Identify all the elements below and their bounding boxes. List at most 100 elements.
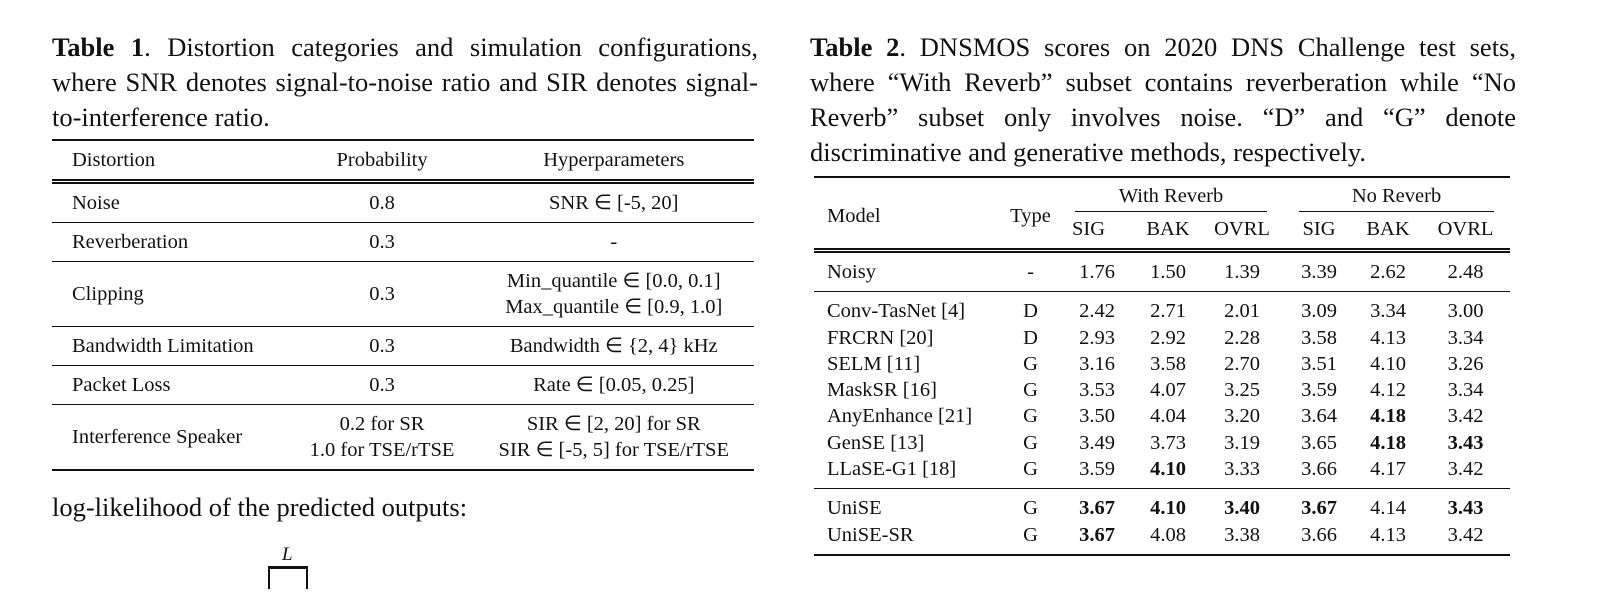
table-cell: 0.3: [369, 231, 395, 253]
table-cell: 3.33: [1224, 458, 1260, 481]
cell-text: 4.10: [1150, 497, 1186, 520]
table-cell: 2.48: [1447, 261, 1484, 283]
header-cell: BAK: [1146, 218, 1190, 240]
table-cell: 3.59: [1301, 379, 1337, 402]
table-cell: 4.07: [1150, 379, 1186, 402]
table-cell: -: [610, 231, 618, 253]
table-cell: 1.50: [1150, 261, 1186, 283]
table-cell: 4.04: [1150, 405, 1186, 428]
cell-line: SIR ∈ [-5, 5] for TSE/rTSE: [498, 439, 729, 461]
table-cell: 0.8: [369, 192, 395, 214]
table1: Distortion Probability Hyperparameters Nois…: [52, 139, 754, 471]
table-row: Noise 0.8 SNR ∈ [-5, 20]: [52, 182, 754, 223]
table-cell: 3.66: [1301, 458, 1337, 481]
table-cell: 0.3: [369, 283, 395, 305]
table-cell: 2.01: [1224, 300, 1260, 323]
table-cell: 2.62: [1370, 261, 1406, 283]
table2-caption-text: . DNSMOS scores on 2020 DNS Challenge te…: [810, 32, 1516, 167]
cell-text: 3.43: [1447, 431, 1484, 454]
table-cell: SELM [11]: [827, 352, 921, 375]
table-cell: 3.50: [1079, 405, 1115, 428]
table-row: Clipping 0.3 Min_quantile ∈ [0.0, 0.1] Max_…: [52, 261, 754, 327]
table-cell: 3.64: [1301, 405, 1337, 428]
table-row: FRCRN [20] D 2.93 2.92 2.28 3.58 4.13 3.34: [814, 325, 1510, 351]
table-cell: -: [1027, 261, 1034, 283]
table-cell: Packet Loss: [72, 374, 171, 396]
header-cell: Model: [827, 204, 881, 227]
cell-line: Max_quantile ∈ [0.9, 1.0]: [505, 296, 723, 318]
table-cell: 3.19: [1224, 431, 1260, 454]
table-row: Noisy - 1.76 1.50 1.39 3.39 2.62 2.48: [814, 251, 1510, 292]
table-cell: 3.67: [1059, 522, 1135, 555]
cell-line: 0.2 for SR: [339, 413, 425, 435]
table-cell: Bandwidth ∈ {2, 4} kHz: [509, 335, 718, 357]
table-cell: 3.25: [1224, 379, 1260, 402]
table-cell: 4.13: [1370, 326, 1406, 349]
table-cell: 3.26: [1447, 352, 1484, 375]
cell-line: 1.0 for TSE/rTSE: [309, 439, 455, 461]
right-column: Table 2. DNSMOS scores on 2020 DNS Chall…: [810, 30, 1516, 556]
table1-head: Distortion Probability Hyperparameters: [52, 140, 754, 182]
table-cell: 2.71: [1150, 300, 1186, 323]
header-cell: SIG: [1072, 218, 1106, 240]
header-row: SIG BAK OVRL SIG BAK OVRL: [814, 216, 1510, 251]
cell-text: 3.40: [1224, 497, 1260, 520]
table-cell: 3.16: [1079, 352, 1115, 375]
table-cell: 2.42: [1079, 300, 1115, 323]
table2-caption: Table 2. DNSMOS scores on 2020 DNS Chall…: [810, 30, 1516, 170]
table-cell: 3.42: [1447, 405, 1484, 428]
body-text: log-likelihood of the predicted outputs:: [52, 492, 468, 522]
table-row: GenSE [13] G 3.49 3.73 3.19 3.65 4.18 3.43: [814, 430, 1510, 456]
group-name: No Reverb: [1299, 183, 1495, 212]
table-cell: 4.10: [1135, 489, 1201, 522]
cell-text: 3.67: [1301, 497, 1337, 520]
table-cell: 0.3: [369, 374, 395, 396]
table-row: SELM [11] G 3.16 3.58 2.70 3.51 4.10 3.26: [814, 351, 1510, 377]
table-cell: Clipping: [72, 283, 144, 305]
header-cell: Hyperparameters: [543, 149, 685, 171]
table-cell: 2.70: [1224, 352, 1260, 375]
table-cell: 3.39: [1301, 261, 1337, 283]
header-row: Distortion Probability Hyperparameters: [52, 140, 754, 182]
table1-caption-text: . Distortion categories and simulation c…: [52, 32, 759, 132]
table-cell: 3.65: [1301, 431, 1337, 454]
table-row: Reverberation 0.3 -: [52, 222, 754, 262]
table-cell: Noise: [72, 192, 120, 214]
table-cell: 2.92: [1150, 326, 1186, 349]
table2: Model Type With Reverb No Reverb SIG BAK OVRL S…: [814, 176, 1511, 556]
row-group: UniSE G 3.67 4.10 3.40 3.67 4.14 3.43 UniSE-SR G 3…: [814, 488, 1511, 555]
table-row: Bandwidth Limitation 0.3 Bandwidth ∈ {2, 4…: [52, 326, 754, 366]
table-cell: 3.59: [1079, 458, 1115, 481]
table-cell: 4.10: [1370, 352, 1406, 375]
table-cell: 3.42: [1447, 458, 1484, 481]
table-row: UniSE-SR G 3.67 4.08 3.38 3.66 4.13 3.42: [814, 522, 1510, 555]
cell-text: 4.10: [1150, 458, 1186, 481]
header-cell: OVRL: [1437, 218, 1494, 240]
table-cell: D: [1023, 300, 1038, 323]
table-cell: 3.20: [1224, 405, 1260, 428]
table-row: AnyEnhance [21] G 3.50 4.04 3.20 3.64 4.18 3.42: [814, 403, 1510, 429]
table-cell: 4.10: [1135, 456, 1201, 489]
table-cell: 3.73: [1150, 431, 1186, 454]
header-cell: OVRL: [1214, 218, 1270, 240]
header-cell: BAK: [1366, 218, 1410, 240]
table1-caption: Table 1. Distortion categories and simul…: [52, 30, 758, 135]
table-cell: Bandwidth Limitation: [72, 335, 254, 357]
table-cell: 4.17: [1370, 458, 1406, 481]
table-cell: 3.34: [1370, 300, 1406, 323]
header-cell: Type: [1010, 204, 1051, 227]
table-cell: 4.13: [1370, 523, 1406, 546]
table-cell: 1.76: [1079, 261, 1115, 283]
equation-fragment: L: [282, 544, 293, 565]
cell-text: 3.67: [1079, 523, 1115, 546]
table-cell: G: [1023, 458, 1038, 481]
cell-text: 4.18: [1370, 405, 1406, 428]
table-cell: 4.12: [1370, 379, 1406, 402]
table-cell: 3.58: [1150, 352, 1186, 375]
table-cell: 3.53: [1079, 379, 1115, 402]
table2-head: Model Type With Reverb No Reverb SIG BAK OVRL S…: [814, 177, 1511, 251]
table-cell: UniSE-SR: [827, 523, 914, 546]
sum-symbol: [268, 566, 308, 589]
table-cell: 4.08: [1150, 523, 1186, 546]
